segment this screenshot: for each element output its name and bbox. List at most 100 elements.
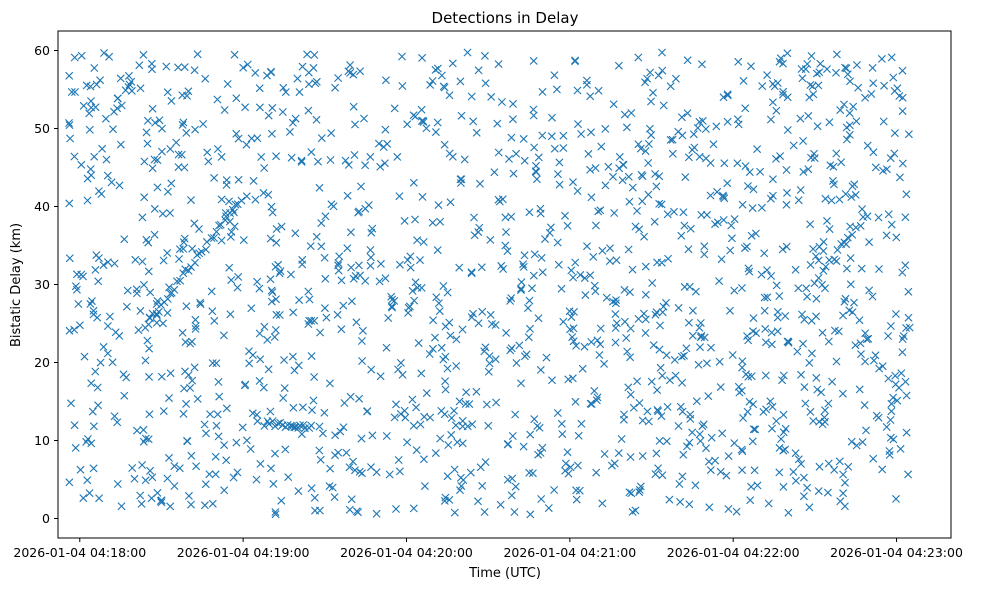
data-point <box>855 316 864 325</box>
data-point <box>253 417 262 426</box>
data-point <box>417 117 426 125</box>
data-point <box>437 343 446 352</box>
data-point <box>825 118 834 127</box>
data-point <box>179 244 188 253</box>
data-point <box>843 233 852 242</box>
data-point <box>855 385 864 394</box>
data-point <box>398 82 407 90</box>
data-point <box>838 389 847 398</box>
y-axis: 0 10 20 30 40 50 60 <box>34 43 58 526</box>
data-point <box>122 302 131 311</box>
data-point <box>441 352 450 361</box>
data-point <box>349 457 357 466</box>
data-point <box>284 473 293 482</box>
data-point <box>824 337 833 346</box>
data-point <box>233 283 242 292</box>
data-point <box>559 131 568 140</box>
data-point <box>182 128 191 137</box>
data-point <box>227 227 236 236</box>
data-point <box>905 323 914 332</box>
data-point <box>633 377 642 386</box>
data-point <box>65 119 73 127</box>
data-point <box>187 196 195 205</box>
data-point <box>145 410 154 419</box>
data-point <box>889 393 898 402</box>
data-point <box>844 462 853 471</box>
data-point <box>124 83 133 91</box>
data-point <box>296 421 304 430</box>
data-point <box>307 148 316 157</box>
data-point <box>775 468 784 477</box>
data-point <box>526 430 535 439</box>
data-point <box>738 447 747 456</box>
data-point <box>180 163 189 172</box>
data-point <box>487 92 496 101</box>
data-point <box>526 510 535 519</box>
data-point <box>163 88 172 97</box>
data-point <box>812 294 821 303</box>
data-point <box>507 491 516 500</box>
data-point <box>797 65 806 73</box>
data-point <box>542 353 551 362</box>
data-point <box>65 478 74 487</box>
data-point <box>223 80 232 88</box>
data-point <box>532 175 541 184</box>
data-point <box>100 49 108 57</box>
data-point <box>555 158 564 167</box>
data-point <box>310 373 319 381</box>
data-point <box>823 488 832 497</box>
data-point <box>92 80 101 89</box>
data-point <box>611 338 620 347</box>
data-point <box>559 144 568 152</box>
data-point <box>428 77 437 85</box>
data-point <box>692 397 701 406</box>
data-point <box>217 152 226 161</box>
data-point <box>232 94 241 103</box>
data-point <box>215 392 224 401</box>
data-point <box>737 284 746 292</box>
data-point <box>96 76 105 85</box>
data-point <box>895 173 904 182</box>
data-point <box>184 87 193 96</box>
data-point <box>382 432 391 440</box>
data-point <box>248 409 257 418</box>
data-point <box>757 203 766 212</box>
data-point <box>159 256 168 265</box>
data-point <box>849 102 858 111</box>
data-point <box>814 274 823 282</box>
data-point <box>580 274 589 283</box>
data-point <box>431 333 439 342</box>
data-point <box>782 166 791 174</box>
data-point <box>297 156 306 165</box>
data-point <box>396 358 405 367</box>
data-point <box>576 270 585 279</box>
data-point <box>601 181 610 190</box>
data-point <box>459 476 468 484</box>
data-point <box>723 117 732 126</box>
data-point <box>517 286 525 295</box>
data-point <box>279 83 288 92</box>
data-point <box>87 171 96 180</box>
data-point <box>886 322 895 330</box>
data-point <box>174 63 183 72</box>
data-point <box>478 481 487 490</box>
data-point <box>304 80 313 89</box>
data-point <box>480 51 489 60</box>
data-point <box>467 269 476 278</box>
data-point <box>748 437 757 446</box>
data-point <box>842 264 851 273</box>
data-point <box>431 65 440 74</box>
data-point <box>188 337 196 346</box>
data-point <box>470 213 478 222</box>
data-point <box>821 262 830 271</box>
data-point <box>395 260 404 269</box>
y-tick-label: 0 <box>42 511 50 526</box>
data-point <box>178 328 187 337</box>
data-point <box>674 303 683 312</box>
data-point <box>561 459 570 468</box>
data-point <box>357 182 365 191</box>
data-point <box>794 455 803 464</box>
data-point <box>895 383 903 392</box>
data-point <box>694 360 703 369</box>
data-point <box>263 335 272 344</box>
